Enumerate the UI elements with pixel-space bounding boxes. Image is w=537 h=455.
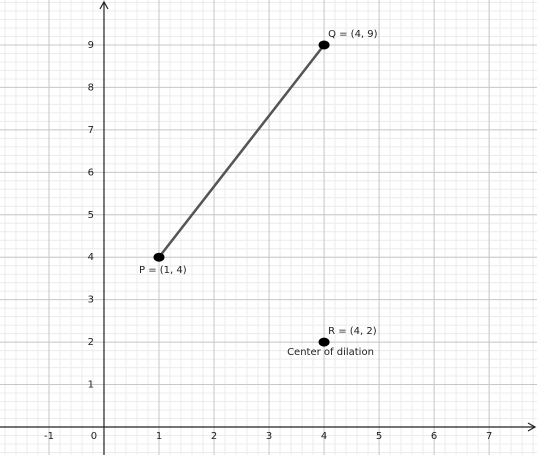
x-tick-label: 7 — [486, 431, 492, 442]
point — [153, 252, 165, 262]
y-tick-label: 5 — [88, 210, 94, 221]
x-tick-label: 0 — [91, 431, 97, 442]
y-tick-label: 9 — [88, 40, 94, 51]
point-label: R = (4, 2) — [328, 326, 377, 337]
segment — [158, 44, 326, 258]
y-axis-arrow — [99, 0, 109, 10]
y-tick-label: 7 — [88, 125, 94, 136]
point — [318, 337, 330, 347]
y-tick-label: 4 — [88, 252, 94, 263]
x-tick-label: 5 — [376, 431, 382, 442]
point — [318, 40, 330, 50]
x-tick-label: 1 — [156, 431, 162, 442]
point-label: P = (1, 4) — [139, 265, 187, 276]
y-tick-label: 2 — [88, 337, 94, 348]
y-tick-label: 6 — [88, 167, 94, 178]
x-tick-label: 4 — [321, 431, 327, 442]
x-tick-label: 2 — [211, 431, 217, 442]
x-tick-label: 6 — [431, 431, 437, 442]
y-tick-label: 8 — [88, 82, 94, 93]
y-tick-label: 3 — [88, 295, 94, 306]
x-axis-arrow — [527, 422, 537, 432]
y-tick-label: 1 — [88, 380, 94, 391]
point-label: Q = (4, 9) — [328, 29, 378, 40]
point-annotation: Center of dilation — [287, 347, 374, 358]
x-tick-label: 3 — [266, 431, 272, 442]
x-tick-label: -1 — [44, 431, 54, 442]
